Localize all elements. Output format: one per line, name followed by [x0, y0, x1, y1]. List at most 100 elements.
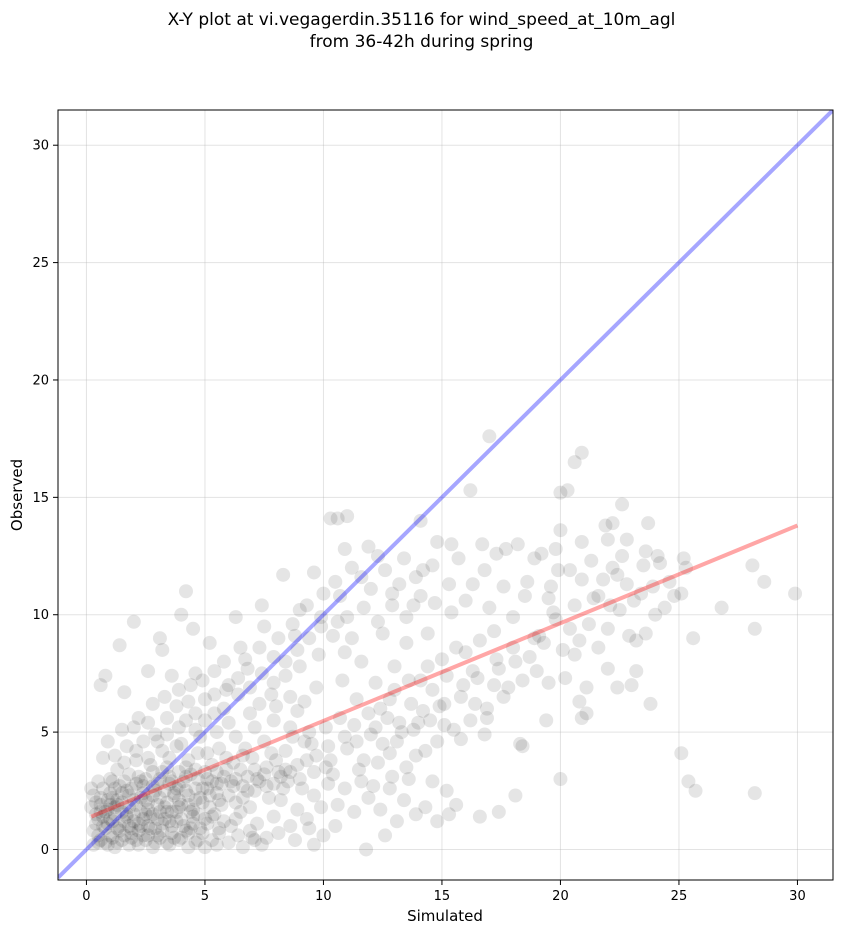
data-point	[449, 797, 464, 812]
data-point	[100, 734, 115, 749]
data-point	[430, 814, 445, 829]
data-point	[202, 635, 217, 650]
data-point	[122, 837, 137, 852]
data-point	[600, 621, 615, 636]
data-point	[437, 718, 452, 733]
data-point	[195, 781, 210, 796]
data-point	[131, 823, 146, 838]
data-point	[553, 523, 568, 538]
data-point	[96, 819, 111, 834]
data-point	[169, 699, 184, 714]
data-point	[143, 757, 158, 772]
data-point	[228, 772, 243, 787]
data-point	[285, 729, 300, 744]
data-point	[124, 821, 139, 836]
data-point	[321, 739, 336, 754]
data-point	[508, 788, 523, 803]
data-point	[306, 565, 321, 580]
data-point	[126, 814, 141, 829]
data-point	[221, 835, 236, 850]
data-point	[207, 687, 222, 702]
data-point	[408, 570, 423, 585]
data-point	[247, 720, 262, 735]
data-point	[148, 835, 163, 850]
data-point	[306, 837, 321, 852]
data-point	[468, 696, 483, 711]
data-point	[143, 809, 158, 824]
data-point	[107, 807, 122, 822]
data-point	[624, 678, 639, 693]
data-point	[560, 483, 575, 498]
data-point	[555, 642, 570, 657]
data-point	[190, 833, 205, 848]
x-tick-label: 25	[671, 889, 688, 904]
data-point	[155, 816, 170, 831]
data-point	[676, 551, 691, 566]
data-point	[254, 837, 269, 852]
data-point	[413, 588, 428, 603]
data-point	[415, 563, 430, 578]
data-point	[283, 689, 298, 704]
data-point	[496, 579, 511, 594]
data-point	[470, 671, 485, 686]
data-point	[280, 774, 295, 789]
data-point	[126, 807, 141, 822]
data-point	[643, 696, 658, 711]
data-point	[254, 666, 269, 681]
data-point	[160, 760, 175, 775]
data-point	[269, 699, 284, 714]
data-point	[574, 445, 589, 460]
data-point	[517, 588, 532, 603]
data-point	[126, 793, 141, 808]
data-point	[591, 588, 606, 603]
data-point	[444, 605, 459, 620]
data-point	[586, 591, 601, 606]
data-point	[283, 765, 298, 780]
data-point	[202, 800, 217, 815]
data-point	[297, 694, 312, 709]
data-point	[714, 600, 729, 615]
data-point	[491, 661, 506, 676]
data-point	[368, 675, 383, 690]
data-point	[181, 788, 196, 803]
data-point	[456, 678, 471, 693]
data-point	[299, 598, 314, 613]
data-point	[506, 640, 521, 655]
data-point	[584, 553, 599, 568]
data-point	[389, 814, 404, 829]
data-point	[290, 802, 305, 817]
data-point	[413, 513, 428, 528]
data-point	[361, 539, 376, 554]
data-point	[408, 748, 423, 763]
data-point	[245, 750, 260, 765]
data-point	[93, 804, 108, 819]
data-point	[449, 640, 464, 655]
data-point	[541, 591, 556, 606]
data-point	[148, 783, 163, 798]
data-point	[297, 734, 312, 749]
data-point	[138, 807, 153, 822]
data-point	[309, 748, 324, 763]
data-point	[93, 678, 108, 693]
data-point	[302, 631, 317, 646]
data-point	[434, 652, 449, 667]
data-point	[397, 551, 412, 566]
data-point	[226, 755, 241, 770]
data-point	[240, 769, 255, 784]
data-point	[370, 549, 385, 564]
data-point	[178, 823, 193, 838]
data-point	[510, 537, 525, 552]
data-point	[119, 739, 134, 754]
data-point	[114, 795, 129, 810]
data-point	[382, 746, 397, 761]
data-point	[193, 729, 208, 744]
data-point	[567, 598, 582, 613]
data-point	[171, 682, 186, 697]
data-point	[314, 800, 329, 815]
data-point	[553, 485, 568, 500]
data-point	[93, 797, 108, 812]
data-point	[98, 835, 113, 850]
data-point	[496, 689, 511, 704]
data-point	[515, 673, 530, 688]
